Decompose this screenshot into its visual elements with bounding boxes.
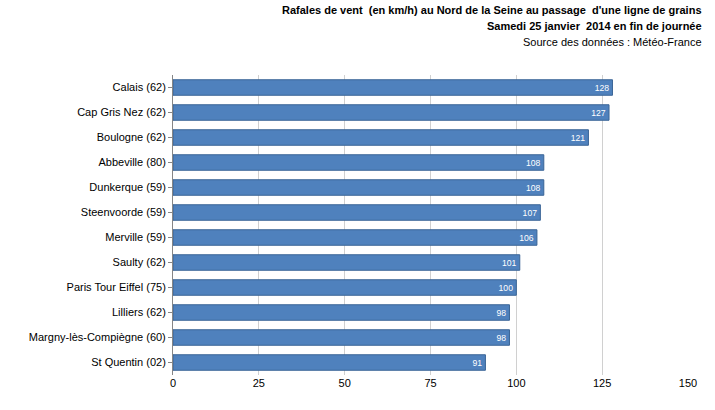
svg-text:Calais (62): Calais (62) bbox=[113, 81, 166, 93]
svg-text:100: 100 bbox=[507, 377, 525, 389]
svg-text:98: 98 bbox=[496, 333, 506, 343]
svg-text:121: 121 bbox=[571, 133, 586, 143]
svg-text:Saulty (62): Saulty (62) bbox=[113, 256, 166, 268]
svg-text:91: 91 bbox=[472, 358, 482, 368]
svg-text:108: 108 bbox=[526, 183, 541, 193]
svg-text:50: 50 bbox=[339, 377, 351, 389]
svg-text:Rafales de vent (en km/h) au: Rafales de vent (en km/h) au Nord de la … bbox=[282, 4, 702, 16]
svg-text:Paris Tour Eiffel (75): Paris Tour Eiffel (75) bbox=[67, 281, 166, 293]
svg-text:98: 98 bbox=[496, 308, 506, 318]
svg-text:100: 100 bbox=[499, 283, 514, 293]
svg-text:108: 108 bbox=[526, 158, 541, 168]
svg-text:128: 128 bbox=[595, 83, 610, 93]
svg-text:127: 127 bbox=[591, 108, 606, 118]
svg-text:St Quentin (02): St Quentin (02) bbox=[91, 356, 166, 368]
svg-text:Cap Gris Nez (62): Cap Gris Nez (62) bbox=[77, 106, 166, 118]
svg-text:101: 101 bbox=[502, 258, 517, 268]
svg-text:Source des données : Météo-Fra: Source des données : Météo-France bbox=[523, 36, 702, 48]
svg-text:Margny-lès-Compiègne (60): Margny-lès-Compiègne (60) bbox=[29, 331, 166, 343]
svg-text:Samedi 25 janvier 2014 en fin: Samedi 25 janvier 2014 en fin de journée bbox=[487, 20, 702, 32]
svg-text:Abbeville (80): Abbeville (80) bbox=[99, 156, 166, 168]
svg-text:125: 125 bbox=[593, 377, 611, 389]
svg-text:0: 0 bbox=[170, 377, 176, 389]
svg-text:Lilliers (62): Lilliers (62) bbox=[112, 306, 166, 318]
svg-text:Boulogne (62): Boulogne (62) bbox=[97, 131, 166, 143]
svg-text:150: 150 bbox=[679, 377, 697, 389]
svg-text:Merville (59): Merville (59) bbox=[105, 231, 166, 243]
svg-text:75: 75 bbox=[424, 377, 436, 389]
svg-text:Dunkerque (59): Dunkerque (59) bbox=[89, 181, 165, 193]
svg-text:107: 107 bbox=[523, 208, 538, 218]
svg-text:25: 25 bbox=[253, 377, 265, 389]
svg-text:Steenvoorde (59): Steenvoorde (59) bbox=[81, 206, 166, 218]
svg-text:106: 106 bbox=[519, 233, 534, 243]
